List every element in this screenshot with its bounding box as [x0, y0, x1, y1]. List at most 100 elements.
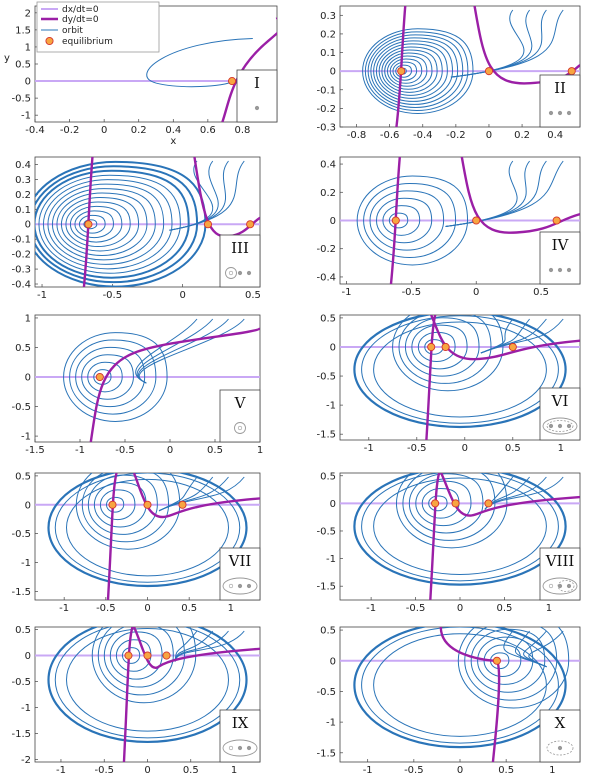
orbit-curve [450, 9, 525, 78]
legend-label-xnull: dx/dt=0 [62, 5, 99, 15]
y-tick-label: -0.5 [316, 687, 336, 698]
legend: dx/dt=0 dy/dt=0 orbit equilibrium [36, 1, 160, 53]
orbit-curve [404, 317, 480, 377]
x-tick-label: 0.5 [207, 445, 223, 456]
panel-V: -1.5 -1 -0.5 0 0.5 1 -1 -0.5 0 0.5 1 V [11, 313, 263, 456]
panel-I: -0.4 -0.2 0 0.2 0.4 0.6 0.8 -1 -0.5 0 0.5 1 1.5 2 x y I [4, 5, 278, 147]
orbit-curve [411, 324, 468, 370]
orbit-curve [489, 652, 510, 670]
inset-box [539, 74, 581, 128]
inset-ring [546, 420, 574, 432]
y-tick-label: -0.4 [316, 272, 336, 283]
y-tick-label: -1 [21, 111, 31, 122]
orbit-curve [42, 179, 173, 270]
equilibrium-point [484, 67, 494, 76]
orbit-curve [87, 361, 123, 393]
limit-cycle [47, 627, 248, 744]
inset-dot [557, 423, 563, 429]
x-tick-label: 1 [546, 603, 552, 614]
orbit-curve [483, 644, 522, 678]
y-tick-label: 0.3 [320, 11, 336, 22]
y-tick-label: -1.5 [316, 748, 336, 759]
x-tick-label: 0.8 [234, 125, 250, 136]
equilibrium-point [451, 499, 460, 508]
inset-dot [548, 110, 554, 116]
orbit-curve [93, 369, 112, 385]
y-tick-label: 0 [330, 499, 336, 510]
y-tick-label: -1 [326, 401, 336, 412]
panel-IV: -1 -0.5 0 0.5 -0.4 -0.2 0 0.2 0.4 IV [316, 156, 581, 298]
orbit-curve [378, 46, 443, 96]
y-tick-label: 0.5 [15, 60, 31, 71]
panel-label: VIII [545, 552, 575, 570]
x-tick-label: 0.5 [498, 765, 514, 776]
x-tick-label: 1 [549, 765, 555, 776]
orbit-curve [56, 192, 148, 256]
orbit-curve [109, 631, 163, 680]
y-tick-label: 0 [330, 216, 336, 227]
orbit-curve [480, 318, 564, 354]
equilibrium-point [228, 77, 237, 86]
plot-content [340, 315, 580, 440]
inset-box [219, 389, 261, 443]
y-tick-label: 2 [25, 8, 31, 19]
orbit-curve [408, 473, 484, 534]
y-tick-label: 1 [25, 313, 31, 324]
inset-dot [566, 583, 572, 589]
y-tick-label: -0.5 [11, 529, 31, 540]
y-tick-label: 0 [25, 77, 31, 88]
x-tick-label: 1 [558, 443, 564, 454]
orbit-curve [81, 473, 170, 543]
x-tick-label: -0.5 [402, 287, 422, 298]
x-tick-label: 0 [101, 125, 107, 136]
plot-content [35, 473, 260, 600]
y-tick-label: 0.5 [15, 343, 31, 354]
equilibrium-point [397, 67, 406, 76]
equilibrium-point [552, 216, 561, 225]
limit-cycle [361, 627, 559, 744]
inset-ring [225, 267, 237, 279]
orbit-curve [375, 197, 433, 244]
panel-III: -1 -0.5 0 0.5 -0.4 -0.3 -0.2 -0.1 0 0.1 0.2 0.3 0.4 I… [11, 156, 261, 301]
legend-label-ynull: dy/dt=0 [62, 15, 99, 25]
equilibrium-point [178, 500, 187, 509]
limit-cycle [353, 315, 567, 429]
orbit-curve [74, 210, 115, 239]
orbit-curve [375, 43, 448, 99]
x-tick-label: -1.5 [25, 445, 45, 456]
x-tick-label: -0.8 [347, 130, 367, 141]
x-tick-label: 0 [457, 603, 463, 614]
panel-label: VI [551, 392, 569, 410]
x-tick-label: -0.5 [115, 445, 135, 456]
panel-IX: -1 -0.5 0 0.5 1 -2 -1.5 -1 -0.5 0 0.5 IX [11, 625, 261, 776]
panel-label: III [231, 239, 249, 257]
orbit-curve [528, 630, 564, 668]
x-tick-label: 0.5 [533, 287, 549, 298]
equilibrium-point [484, 499, 493, 508]
inset-dot [557, 267, 563, 273]
x-tick-label: -1 [363, 765, 373, 776]
equilibrium-point [431, 499, 440, 508]
x-tick-label: 1 [231, 765, 237, 776]
y-tick-label: -0.3 [11, 265, 31, 276]
y-tick-label: 1.5 [15, 25, 31, 36]
x-tick-label: 0 [462, 443, 468, 454]
orbit-curve [384, 52, 433, 90]
orbit-curve [63, 332, 168, 422]
equilibrium-point [108, 500, 117, 509]
x-tick-label: 0.5 [505, 443, 521, 454]
panel-label: I [254, 74, 260, 92]
x-tick-label: 1 [228, 603, 234, 614]
x-tick-label: -0.4 [25, 125, 45, 136]
ynull-curve [122, 627, 260, 762]
orbit-curve [169, 160, 245, 231]
equilibrium-point [427, 342, 436, 352]
orbit-curve [381, 49, 438, 93]
y-tick-label: -0.2 [316, 244, 336, 255]
x-tick-label: -0.4 [413, 130, 433, 141]
orbit-curve [146, 37, 253, 88]
equilibrium-point [162, 651, 171, 660]
legend-box [36, 1, 160, 53]
y-tick-label: -1 [326, 718, 336, 729]
